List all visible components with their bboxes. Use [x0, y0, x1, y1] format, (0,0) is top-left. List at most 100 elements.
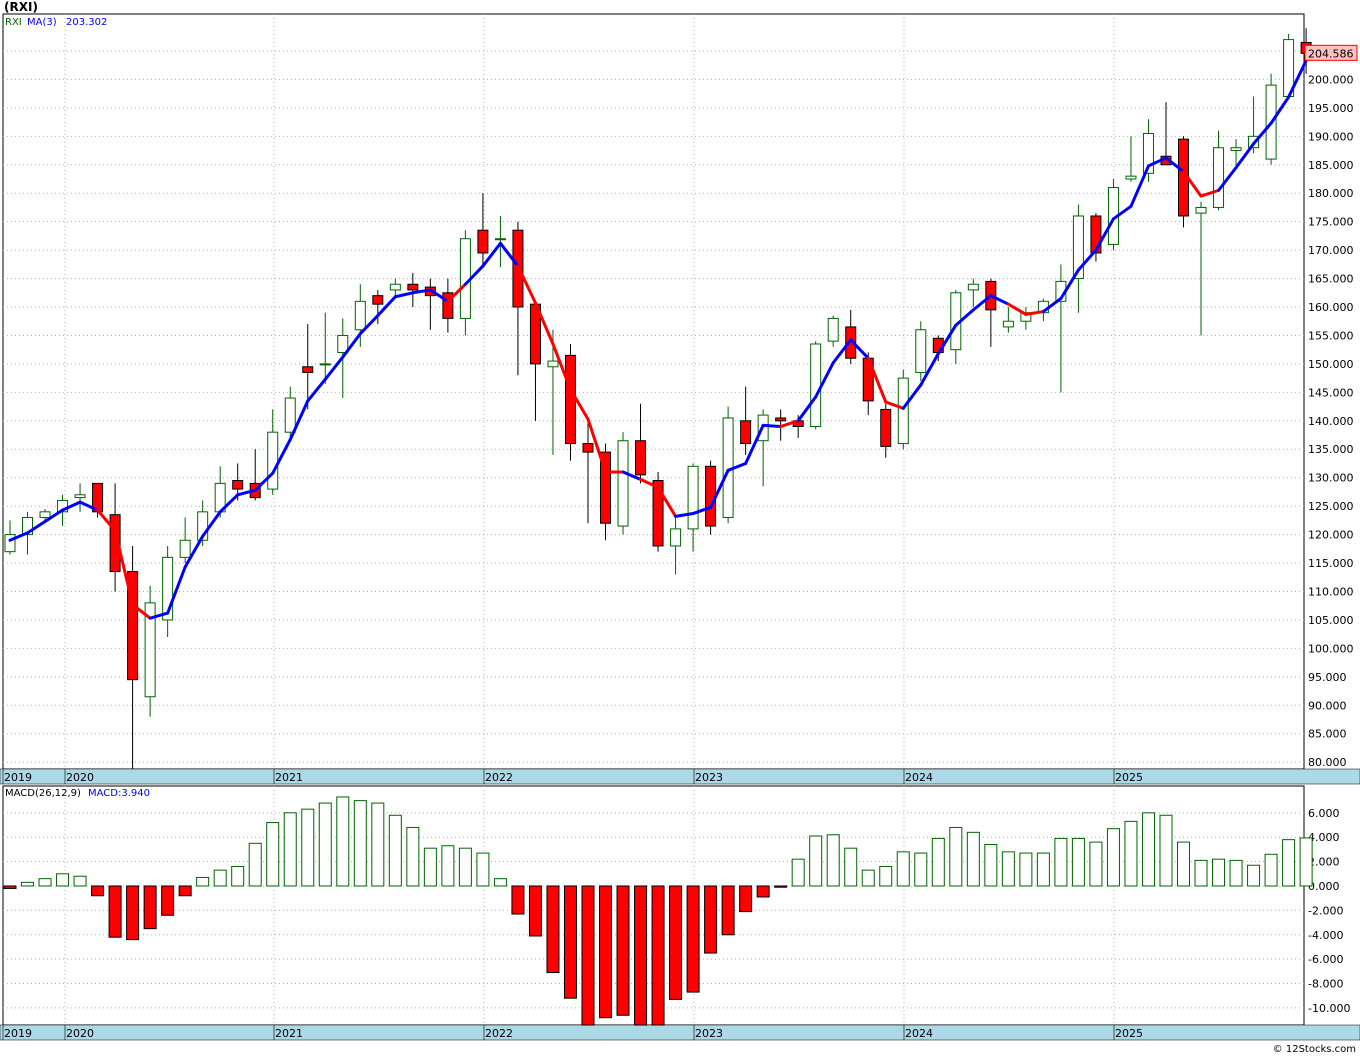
candle-body: [302, 366, 314, 373]
macd-bar: [704, 885, 718, 954]
macd-bar: [861, 869, 875, 887]
price-y-tick-label: 120.000: [1308, 529, 1354, 542]
candle-body: [442, 292, 454, 319]
macd-bar: [388, 814, 402, 887]
candle-body: [354, 300, 366, 331]
ma3-line-segment: [971, 294, 993, 312]
candle-body: [1072, 215, 1084, 280]
candle-body: [1230, 147, 1242, 152]
macd-bar: [423, 847, 437, 887]
ma3-line-segment: [463, 264, 485, 286]
ma3-line-segment: [936, 323, 958, 356]
credit-text: © 12Stocks.com: [1272, 1044, 1356, 1055]
ma3-line-segment: [148, 611, 170, 620]
macd-bar: [178, 885, 192, 897]
candle-body: [74, 494, 86, 499]
macd-bar: [1159, 814, 1173, 887]
macd-bar: [914, 852, 928, 887]
macd-bar: [231, 865, 245, 887]
ma3-line-segment: [1199, 188, 1221, 198]
macd-bar: [91, 885, 105, 897]
macd-bar: [1194, 859, 1208, 887]
price-y-tick-label: 165.000: [1308, 273, 1354, 286]
candle-body: [389, 283, 401, 291]
ma3-line-segment: [8, 531, 30, 542]
macd-bar: [931, 837, 945, 887]
macd-bar: [336, 796, 350, 887]
ma3-line-segment: [253, 471, 275, 492]
candle-body: [915, 329, 927, 373]
macd-bar: [1229, 859, 1243, 887]
macd-bar: [791, 858, 805, 887]
ma3-line-segment: [61, 500, 82, 512]
price-y-tick-label: 100.000: [1308, 642, 1354, 655]
price-y-tick-label: 135.000: [1308, 443, 1354, 456]
macd-x-tick-label: 2025: [1115, 1027, 1143, 1040]
macd-bar: [38, 878, 52, 887]
price-y-tick-label: 170.000: [1308, 244, 1354, 257]
candle-body: [267, 431, 279, 490]
macd-bar: [844, 847, 858, 887]
macd-bar: [1106, 828, 1120, 887]
candle-body: [635, 440, 647, 476]
price-y-tick-label: 155.000: [1308, 329, 1354, 342]
macd-bar: [563, 885, 577, 999]
candle-body: [197, 511, 209, 541]
ma3-line-segment: [201, 510, 222, 538]
macd-bar: [774, 885, 788, 888]
macd-bar: [1019, 852, 1033, 887]
candle-body: [652, 480, 664, 547]
macd-bar: [949, 826, 963, 887]
ma3-line-segment: [1252, 121, 1273, 146]
candle-body: [897, 377, 909, 445]
price-y-tick-label: 140.000: [1308, 415, 1354, 428]
candle-body: [372, 295, 384, 305]
price-y-tick-label: 130.000: [1308, 472, 1354, 485]
macd-bar: [283, 812, 297, 887]
price-x-tick-label: 2024: [905, 771, 933, 784]
ma3-line-segment: [726, 461, 748, 472]
ma3-line-segment: [218, 493, 240, 514]
candle-body: [600, 451, 612, 524]
candle-body: [617, 440, 629, 527]
candle-body: [4, 534, 16, 553]
candle-body: [1002, 320, 1014, 328]
ma3-line-segment: [1059, 268, 1080, 300]
ma3-line-segment: [1164, 156, 1186, 174]
macd-bar: [56, 873, 70, 887]
candle-body: [232, 480, 244, 490]
ma3-line-segment: [674, 512, 695, 518]
ma3-line-segment: [849, 338, 870, 360]
ma3-line-segment: [866, 356, 888, 404]
ma3-line-segment: [358, 314, 380, 336]
candle-body: [319, 363, 331, 366]
macd-bar: [493, 878, 507, 887]
macd-bar: [441, 845, 455, 887]
ma3-line-segment: [411, 288, 432, 295]
candle-body: [967, 283, 979, 291]
macd-x-tick-label: 2020: [66, 1027, 94, 1040]
ma3-line-segment: [1129, 164, 1150, 208]
ma3-line-segment: [533, 301, 555, 346]
macd-bar: [476, 852, 490, 887]
ma3-line-segment: [779, 419, 800, 428]
macd-bar: [1282, 839, 1296, 887]
price-y-tick-label: 90.000: [1308, 699, 1347, 712]
macd-bar: [826, 834, 840, 887]
macd-bar: [599, 885, 613, 1019]
price-x-tick-label: 2020: [66, 771, 94, 784]
macd-bar: [1001, 851, 1015, 887]
candle-body: [1090, 215, 1102, 254]
macd-bar: [756, 885, 770, 898]
price-legend-ma-value: 203.302: [66, 17, 107, 28]
ma3-line-segment: [1006, 302, 1028, 316]
ma3-line-segment: [393, 291, 415, 299]
candle-body: [1213, 147, 1225, 208]
macd-bar: [581, 885, 595, 1026]
macd-bar: [984, 844, 998, 887]
candle-body: [547, 360, 559, 368]
ma3-line-segment: [551, 342, 572, 392]
macd-bar: [616, 885, 630, 1016]
ma3-line-segment: [954, 308, 975, 327]
